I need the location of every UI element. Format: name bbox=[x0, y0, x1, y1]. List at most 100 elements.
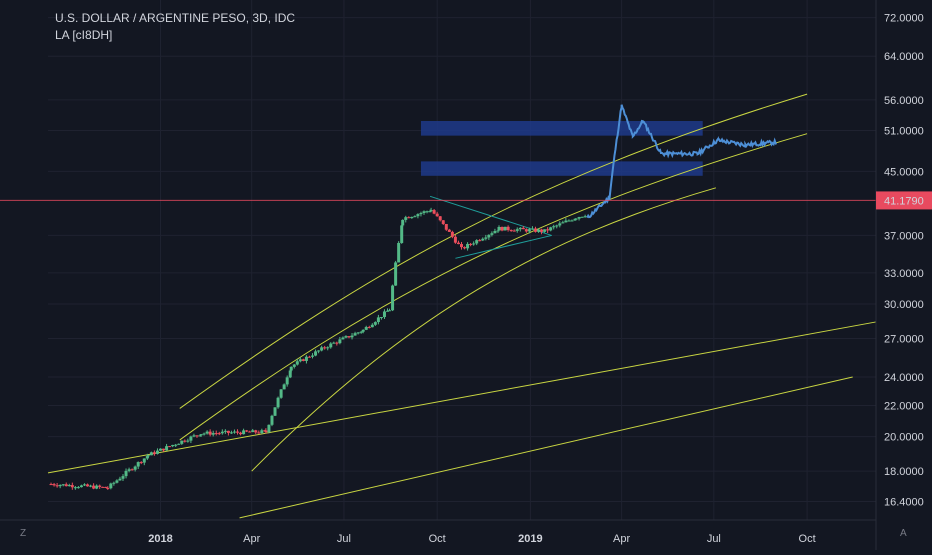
indicator-label[interactable]: LA [cI8DH] bbox=[55, 28, 113, 42]
candle[interactable] bbox=[292, 364, 296, 367]
candle[interactable] bbox=[481, 238, 485, 241]
y-tick-label[interactable]: 72.0000 bbox=[884, 13, 924, 25]
candle[interactable] bbox=[205, 431, 209, 434]
candle[interactable] bbox=[73, 487, 77, 489]
candle[interactable] bbox=[353, 333, 357, 336]
candle[interactable] bbox=[441, 220, 445, 224]
candle[interactable] bbox=[500, 226, 504, 231]
candle[interactable] bbox=[118, 478, 122, 481]
trendline[interactable] bbox=[47, 321, 877, 474]
candle[interactable] bbox=[574, 218, 578, 220]
candle[interactable] bbox=[527, 229, 531, 232]
candle[interactable] bbox=[64, 484, 68, 487]
candle[interactable] bbox=[459, 244, 463, 248]
candle[interactable] bbox=[503, 226, 507, 231]
candle[interactable] bbox=[376, 317, 380, 323]
x-axis-ticks[interactable]: 2018 Apr Jul Oct 2019 Apr Jul Oct bbox=[148, 533, 815, 545]
x-tick-label[interactable]: Oct bbox=[799, 533, 816, 545]
line-series-path[interactable] bbox=[586, 104, 777, 219]
candle[interactable] bbox=[70, 485, 74, 488]
candle[interactable] bbox=[79, 485, 83, 488]
candle[interactable] bbox=[533, 228, 537, 232]
candle[interactable] bbox=[55, 485, 59, 487]
candle[interactable] bbox=[438, 216, 442, 221]
x-tick-label[interactable]: Apr bbox=[243, 533, 260, 545]
candle[interactable] bbox=[112, 482, 116, 484]
candle[interactable] bbox=[400, 225, 404, 243]
candle[interactable] bbox=[540, 229, 544, 232]
candle[interactable] bbox=[564, 220, 568, 223]
candle[interactable] bbox=[332, 342, 336, 344]
candle[interactable] bbox=[323, 347, 327, 349]
candle[interactable] bbox=[410, 216, 414, 219]
y-tick-label[interactable]: 37.0000 bbox=[884, 230, 924, 242]
candle[interactable] bbox=[515, 229, 519, 231]
y-tick-label[interactable]: 45.0000 bbox=[884, 166, 924, 178]
candle[interactable] bbox=[76, 487, 80, 489]
candle[interactable] bbox=[115, 480, 119, 483]
candle[interactable] bbox=[124, 470, 128, 477]
candle[interactable] bbox=[220, 431, 224, 434]
candle[interactable] bbox=[82, 484, 86, 486]
candle[interactable] bbox=[416, 214, 420, 217]
candle[interactable] bbox=[320, 347, 324, 351]
x-tick-label[interactable]: Apr bbox=[613, 533, 630, 545]
x-tick-label[interactable]: 2018 bbox=[148, 533, 172, 545]
candles[interactable] bbox=[49, 207, 587, 490]
candle[interactable] bbox=[239, 432, 243, 435]
candle[interactable] bbox=[142, 458, 146, 463]
candle[interactable] bbox=[232, 431, 236, 433]
candle[interactable] bbox=[509, 230, 513, 232]
candle[interactable] bbox=[422, 211, 426, 214]
candle[interactable] bbox=[295, 361, 299, 365]
candle[interactable] bbox=[317, 350, 321, 352]
candle[interactable] bbox=[208, 431, 212, 435]
candle[interactable] bbox=[329, 343, 333, 348]
candle[interactable] bbox=[453, 236, 457, 243]
candle[interactable] bbox=[506, 226, 510, 231]
candle[interactable] bbox=[130, 469, 134, 471]
candle[interactable] bbox=[58, 485, 62, 487]
candle[interactable] bbox=[236, 431, 240, 433]
candle[interactable] bbox=[379, 317, 383, 319]
auto-scale-button[interactable]: A bbox=[900, 528, 907, 539]
candle[interactable] bbox=[521, 227, 525, 230]
candle[interactable] bbox=[98, 485, 102, 487]
candle[interactable] bbox=[95, 485, 99, 489]
candle[interactable] bbox=[146, 455, 150, 457]
y-tick-label[interactable]: 27.0000 bbox=[884, 333, 924, 345]
candle[interactable] bbox=[450, 231, 454, 237]
candle[interactable] bbox=[155, 450, 159, 454]
candle[interactable] bbox=[543, 229, 547, 232]
candle[interactable] bbox=[361, 329, 365, 332]
candle[interactable] bbox=[186, 440, 190, 442]
y-tick-label[interactable]: 22.0000 bbox=[884, 400, 924, 412]
candle[interactable] bbox=[285, 377, 289, 385]
candle[interactable] bbox=[386, 310, 390, 312]
candle[interactable] bbox=[211, 433, 215, 435]
y-tick-label[interactable]: 18.0000 bbox=[884, 466, 924, 478]
candle[interactable] bbox=[289, 366, 293, 371]
candle[interactable] bbox=[463, 247, 467, 249]
candle[interactable] bbox=[254, 430, 258, 433]
candle[interactable] bbox=[288, 370, 292, 378]
candle[interactable] bbox=[530, 228, 534, 230]
candle[interactable] bbox=[341, 337, 345, 340]
trendline[interactable] bbox=[239, 376, 853, 519]
candle[interactable] bbox=[279, 389, 283, 398]
candle[interactable] bbox=[580, 216, 584, 218]
line-series[interactable] bbox=[586, 104, 777, 219]
candle[interactable] bbox=[311, 355, 315, 357]
candle[interactable] bbox=[229, 432, 233, 434]
candle[interactable] bbox=[524, 229, 528, 232]
candle[interactable] bbox=[183, 440, 187, 442]
candle[interactable] bbox=[326, 347, 330, 349]
candle[interactable] bbox=[413, 216, 417, 218]
candle[interactable] bbox=[198, 435, 202, 437]
log-scale-button-left[interactable]: Z bbox=[20, 528, 27, 539]
candle[interactable] bbox=[273, 407, 277, 416]
candle[interactable] bbox=[171, 444, 175, 447]
candle[interactable] bbox=[314, 351, 318, 356]
candle[interactable] bbox=[338, 339, 342, 344]
